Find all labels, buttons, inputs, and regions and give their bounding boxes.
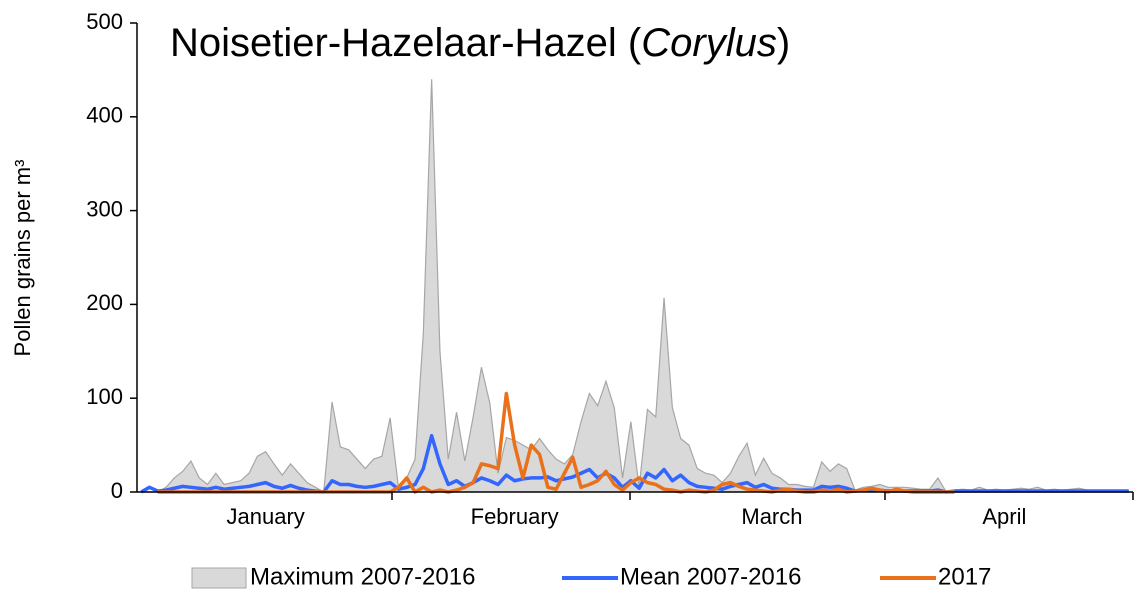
line	[140, 433, 1129, 494]
legend: Maximum 2007-2016 Mean 2007-2016 2017	[191, 563, 991, 590]
y-tick-label: 0	[111, 478, 123, 503]
y-tick-label: 500	[86, 9, 123, 34]
legend-label: 2017	[938, 563, 991, 590]
x-tick-label: March	[741, 504, 802, 529]
x-tick-label: January	[227, 504, 305, 529]
y-tick-label: 200	[86, 290, 123, 315]
title-part: Corylus	[641, 21, 777, 65]
x-tick-label: February	[471, 504, 559, 529]
plot-area	[140, 79, 1129, 494]
title-part: )	[777, 21, 790, 65]
y-tick-label: 100	[86, 384, 123, 409]
y-axis-label: Pollen grains per m³	[10, 160, 35, 357]
legend-swatch	[191, 567, 247, 589]
y-tick-label: 400	[86, 103, 123, 128]
chart-title: Noisetier-Hazelaar-Hazel (Corylus)	[170, 21, 790, 65]
legend-label: Maximum 2007-2016	[250, 563, 475, 590]
legend-label: Mean 2007-2016	[620, 563, 801, 590]
area-fill	[141, 79, 1129, 492]
x-tick-label: April	[982, 504, 1026, 529]
y-tick-label: 300	[86, 196, 123, 221]
title-part: Noisetier-Hazelaar-Hazel (	[170, 21, 642, 65]
area-edge	[141, 79, 1129, 493]
